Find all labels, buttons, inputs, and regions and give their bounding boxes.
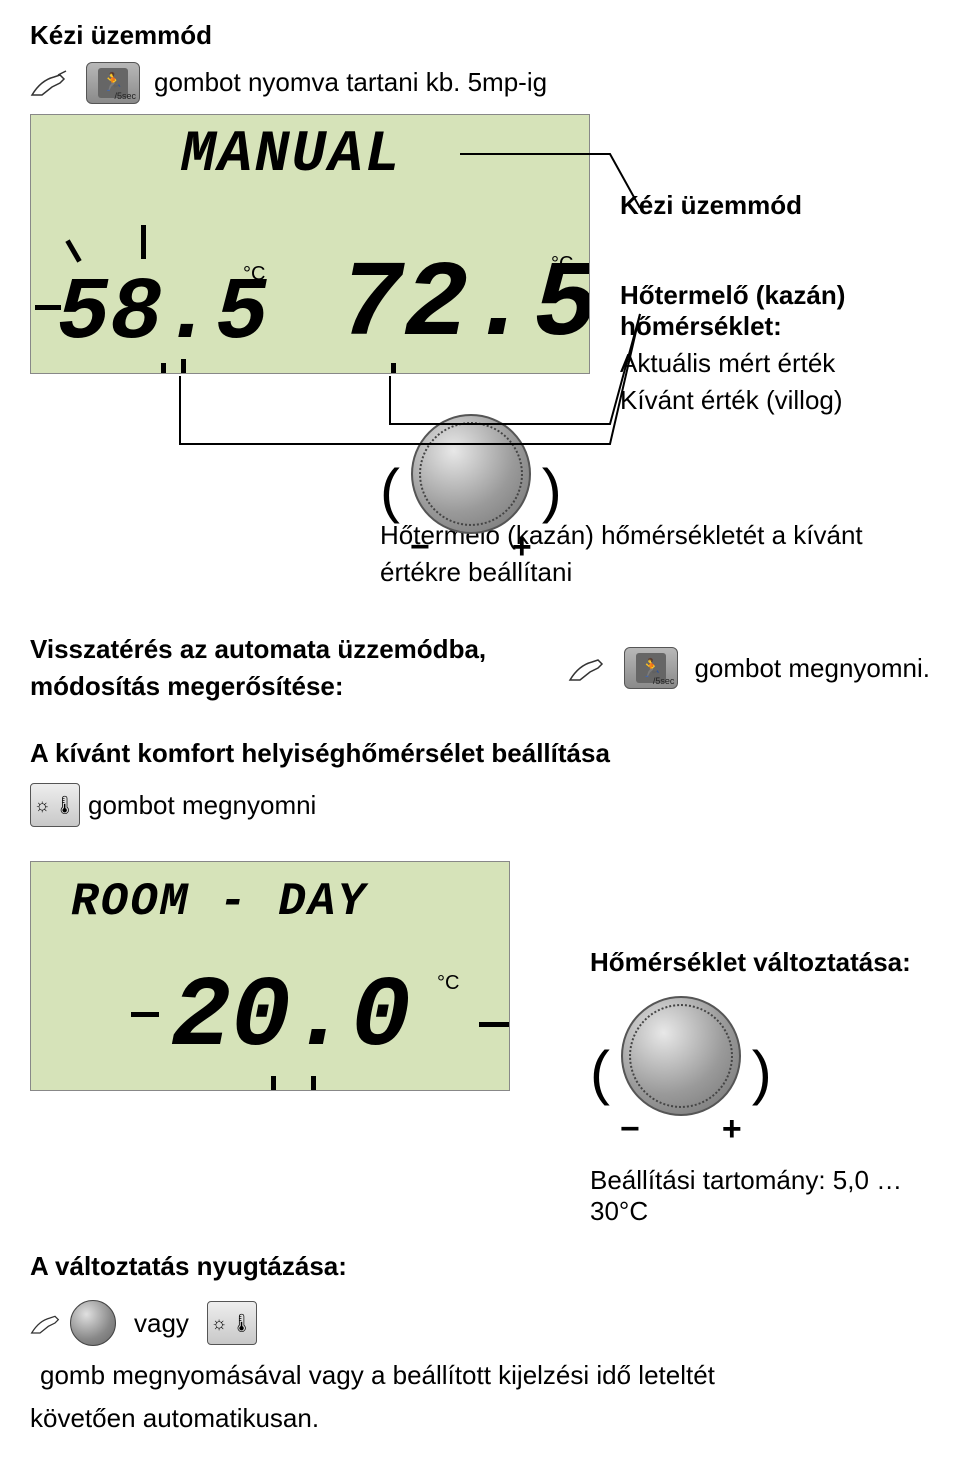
- range-text: Beállítási tartomány: 5,0 … 30°C: [590, 1165, 930, 1227]
- press-hold-text: gombot nyomva tartani kb. 5mp-ig: [154, 67, 547, 98]
- dial-plus: +: [512, 528, 532, 567]
- blink-tick: [271, 1076, 276, 1091]
- adjust-dial[interactable]: ( − + ): [590, 996, 772, 1149]
- dial-knob[interactable]: [621, 996, 741, 1116]
- lcd-left-unit: °C: [243, 263, 265, 286]
- lcd-word-manual: MANUAL: [181, 123, 402, 188]
- mode-button[interactable]: 🏃 /5sec: [86, 62, 140, 104]
- hand-dial-icon: [30, 1300, 116, 1346]
- dial-minus: −: [410, 528, 430, 567]
- actual-value-label: Aktuális mért érték: [620, 348, 960, 379]
- comfort-button[interactable]: ☼ 🌡: [30, 783, 80, 827]
- lcd-word-roomday: ROOM - DAY: [71, 876, 367, 928]
- comfort-title: A kívánt komfort helyiséghőmérsélet beál…: [30, 738, 930, 769]
- mode-button[interactable]: 🏃 /5sec: [624, 647, 678, 689]
- dial-arc-left: (: [380, 473, 400, 509]
- hand-icon: [30, 65, 78, 101]
- dial-knob[interactable]: [411, 414, 531, 534]
- confirm-title: A változtatás nyugtázása:: [30, 1251, 930, 1282]
- blink-tick: [141, 225, 146, 259]
- lcd-room-value: 20.0: [171, 962, 411, 1075]
- thermometer-icon: 🌡: [53, 795, 76, 816]
- dial-small[interactable]: [70, 1300, 116, 1346]
- return-auto-line2: módosítás megerősítése:: [30, 671, 568, 702]
- desired-value-label: Kívánt érték (villog): [620, 385, 960, 416]
- blink-tick: [161, 363, 166, 374]
- comfort-press-text: gombot megnyomni: [88, 790, 316, 821]
- dial-arc-left: (: [590, 1055, 610, 1091]
- sun-icon: ☼: [34, 795, 51, 816]
- or-text: vagy: [134, 1308, 189, 1339]
- lcd-room-unit: °C: [437, 972, 459, 995]
- blink-tick: [391, 363, 396, 374]
- change-temp-title: Hőmérséklet változtatása:: [590, 947, 930, 978]
- adjust-dial[interactable]: ( − + ): [380, 414, 562, 567]
- sun-icon: ☼: [211, 1313, 228, 1334]
- hand-press-icon: [568, 650, 616, 686]
- lcd-left-value: 58.5: [57, 265, 268, 364]
- blink-tick: [479, 1022, 509, 1027]
- blink-tick: [65, 239, 81, 262]
- hand-icon: [30, 1305, 70, 1341]
- lcd-room-day: ROOM - DAY 20.0 °C: [30, 861, 510, 1091]
- hand-press-icon: [30, 65, 78, 101]
- lcd-manual: MANUAL 58.5 °C 72.5 °C: [30, 114, 590, 374]
- button-corner-label: /5sec: [653, 676, 675, 686]
- press-action-text: gombot megnyomni.: [694, 653, 930, 684]
- button-corner-label: /5sec: [114, 91, 136, 101]
- manual-mode-title: Kézi üzemmód: [30, 20, 930, 51]
- hand-icon: [568, 650, 616, 686]
- blink-tick: [181, 359, 186, 374]
- confirm-tail2: követően automatikusan.: [30, 1403, 930, 1434]
- dial-plus: +: [722, 1110, 742, 1149]
- blink-tick: [131, 1012, 159, 1017]
- dial-minus: −: [620, 1110, 640, 1149]
- thermometer-icon: 🌡: [230, 1313, 253, 1334]
- lcd-right-unit: °C: [551, 253, 573, 276]
- confirm-tail: gomb megnyomásával vagy a beállított kij…: [40, 1360, 715, 1391]
- dial-arc-right: ): [542, 473, 562, 509]
- boiler-temp-label: Hőtermelő (kazán) hőmérséklet:: [620, 280, 960, 342]
- return-auto-line1: Visszatérés az automata üzzemódba,: [30, 634, 568, 665]
- blink-tick: [35, 305, 61, 310]
- press-hold-row: 🏃 /5sec gombot nyomva tartani kb. 5mp-ig: [30, 61, 930, 104]
- lcd-subtitle: Kézi üzemmód: [620, 190, 802, 221]
- dial-arc-right: ): [752, 1055, 772, 1091]
- blink-tick: [311, 1076, 316, 1091]
- comfort-button[interactable]: ☼ 🌡: [207, 1301, 257, 1345]
